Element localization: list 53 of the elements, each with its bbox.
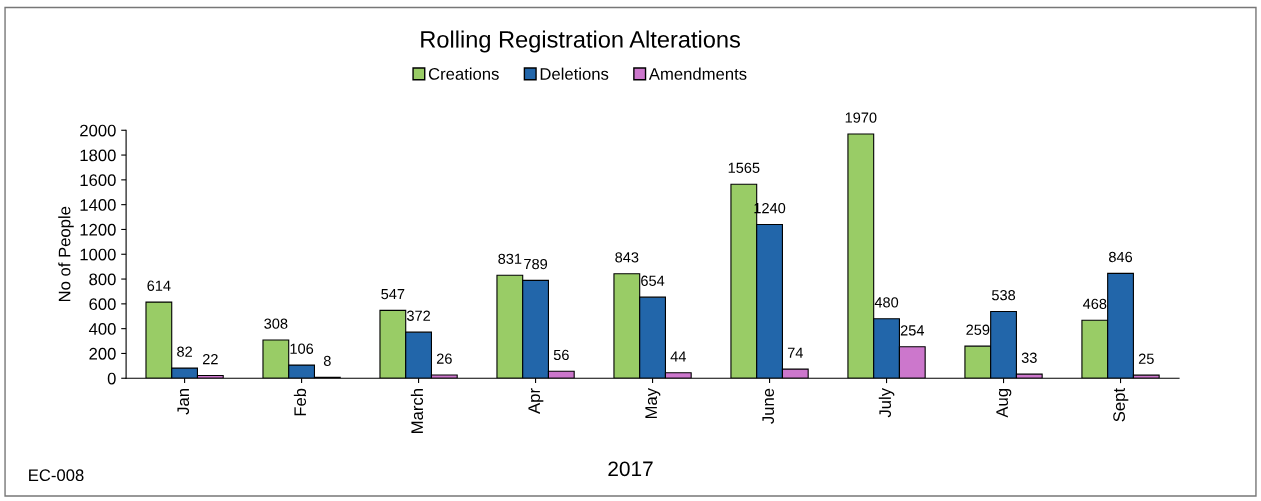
y-tick-label: 1800 [80,149,116,162]
data-label: 789 [524,258,548,270]
y-tick-label: 1200 [80,223,116,236]
y-tick-label: 400 [88,323,116,335]
data-label: 33 [1021,352,1037,363]
data-label: 843 [615,252,639,263]
x-tick-label: May [645,388,661,419]
data-label: 372 [406,310,431,321]
x-tick-label: March [410,389,424,433]
data-label: 74 [787,347,803,358]
x-tick-label: Feb [293,388,307,416]
data-label: 614 [147,280,171,291]
data-label: 22 [202,353,218,365]
y-tick-label: 800 [89,273,116,286]
data-label: 480 [874,297,899,308]
data-label: 25 [1138,353,1154,364]
legend-label: Deletions [540,67,609,80]
chart-title: Rolling Registration Alterations [421,30,740,53]
y-tick-label: 2000 [80,124,116,137]
y-tick-label: 1000 [80,248,116,261]
x-tick-label: June [762,388,775,424]
data-label: 468 [1082,298,1107,310]
y-axis-title: No of People [58,206,74,302]
data-label: 1970 [845,112,877,123]
data-label: 846 [1109,251,1133,263]
data-label: 82 [177,346,192,357]
y-tick-label: 200 [89,347,116,360]
y-tick-label: 0 [107,372,116,385]
x-tick-label: Aug [996,389,1012,418]
x-tick-label: Jan [177,389,190,415]
y-tick-label: 1600 [80,174,116,187]
y-tick-label: 1400 [80,199,116,211]
data-label: 1565 [728,162,760,173]
x-axis-title: 2017 [608,461,653,477]
data-label: 654 [641,275,665,286]
data-label: 56 [553,349,569,361]
data-label: 26 [436,353,452,364]
data-label: 8 [323,355,331,367]
x-tick-label: Sept [1113,388,1129,422]
data-label: 254 [900,325,925,336]
data-label: 259 [966,324,990,335]
x-tick-label: July [878,388,895,418]
data-label: 44 [670,351,686,362]
data-label: 547 [381,289,405,300]
data-label: 831 [498,253,522,264]
text: EC-008 [29,469,84,482]
x-tick-label: Apr [528,388,544,414]
data-label: 308 [264,318,288,329]
data-label: 538 [991,290,1016,301]
data-label: 106 [290,343,314,354]
y-tick-label: 600 [89,298,116,311]
legend-label: Amendments [648,67,747,80]
legend-label: Creations [428,67,499,80]
